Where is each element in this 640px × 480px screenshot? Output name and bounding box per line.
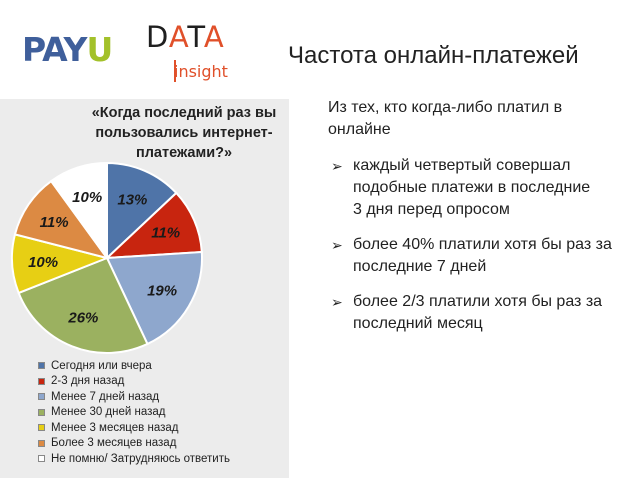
arrow-bullet-icon: ➢ [331, 294, 343, 310]
legend-item: 2-3 дня назад [38, 374, 230, 390]
legend-label: Менее 3 месяцев назад [51, 421, 179, 434]
legend-swatch [38, 408, 45, 416]
payu-logo-u: U [86, 30, 113, 69]
legend-swatch [38, 424, 45, 432]
data-insight-logo-word: DATA [146, 20, 225, 54]
data-insight-logo: DATA insight [146, 20, 236, 90]
legend-label: Не помню/ Затрудняюсь ответить [51, 452, 230, 465]
bullet-text: более 40% платили хотя бы раз за последн… [353, 236, 612, 275]
legend-item: Менее 30 дней назад [38, 405, 230, 421]
logo-letter-d: D [146, 20, 169, 54]
logo-insight: insight [174, 62, 228, 81]
logo-letter-t: T [187, 20, 204, 54]
pie-slice-label: 11% [40, 214, 69, 231]
logo-letter-a2: A [203, 20, 225, 54]
pie-slice-label: 19% [147, 283, 177, 300]
bullet-text: каждый четвертый совершал подобные плате… [353, 157, 591, 218]
legend-swatch [38, 455, 45, 463]
arrow-bullet-icon: ➢ [331, 158, 343, 174]
bullet-item: ➢ каждый четвертый совершал подобные плат… [331, 155, 631, 221]
pie-slice [17, 256, 149, 354]
chart-title: «Когда последний раз вы пользовались инт… [91, 105, 277, 161]
arrow-bullet-icon: ➢ [331, 237, 343, 253]
pie-slice [104, 191, 203, 260]
legend-swatch [38, 377, 45, 385]
legend-label: Менее 7 дней назад [51, 390, 160, 403]
legend-item: Не помню/ Затрудняюсь ответить [38, 451, 230, 467]
pie-slice [49, 161, 108, 262]
bullet-item: ➢ более 40% платили хотя бы раз за послед… [331, 234, 631, 278]
legend-label: Более 3 месяцев назад [51, 437, 177, 450]
legend-label: Менее 30 дней назад [51, 406, 166, 419]
bullet-text: более 2/3 платили хотя бы раз за последн… [353, 293, 603, 332]
payu-logo: PAYU [22, 30, 113, 70]
pie-slice-label: 10% [28, 254, 58, 271]
logo-letter-a1: A [168, 20, 188, 54]
pie-slice [13, 179, 110, 260]
pie-slice-label: 26% [67, 310, 98, 327]
pie-slice [106, 161, 178, 261]
pie-slice-label: 13% [117, 191, 147, 208]
pie-slice [105, 250, 203, 346]
legend-swatch [38, 393, 45, 401]
legend-item: Сегодня или вчера [38, 358, 230, 374]
pie-slice-label: 11% [151, 225, 180, 242]
pie-slice-label: 10% [72, 189, 102, 206]
legend-item: Более 3 месяцев назад [38, 436, 230, 452]
legend-item: Менее 3 месяцев назад [38, 420, 230, 436]
legend-label: 2-3 дня назад [51, 375, 125, 388]
intro-text: Из тех, кто когда-либо платил в онлайне [328, 99, 563, 138]
legend-swatch [38, 439, 45, 447]
logo-divider [174, 60, 176, 82]
bullet-item: ➢ более 2/3 платили хотя бы раз за послед… [331, 291, 631, 335]
legend-swatch [38, 362, 45, 370]
legend-item: Менее 7 дней назад [38, 389, 230, 405]
bullet-list: ➢ каждый четвертый совершал подобные плат… [331, 155, 631, 348]
legend-label: Сегодня или вчера [51, 359, 152, 372]
chart-legend: Сегодня или вчера 2-3 дня назад Менее 7 дн… [38, 358, 230, 467]
page-title: Частота онлайн-платежей [288, 42, 579, 69]
payu-logo-pay: PAY [22, 30, 87, 69]
